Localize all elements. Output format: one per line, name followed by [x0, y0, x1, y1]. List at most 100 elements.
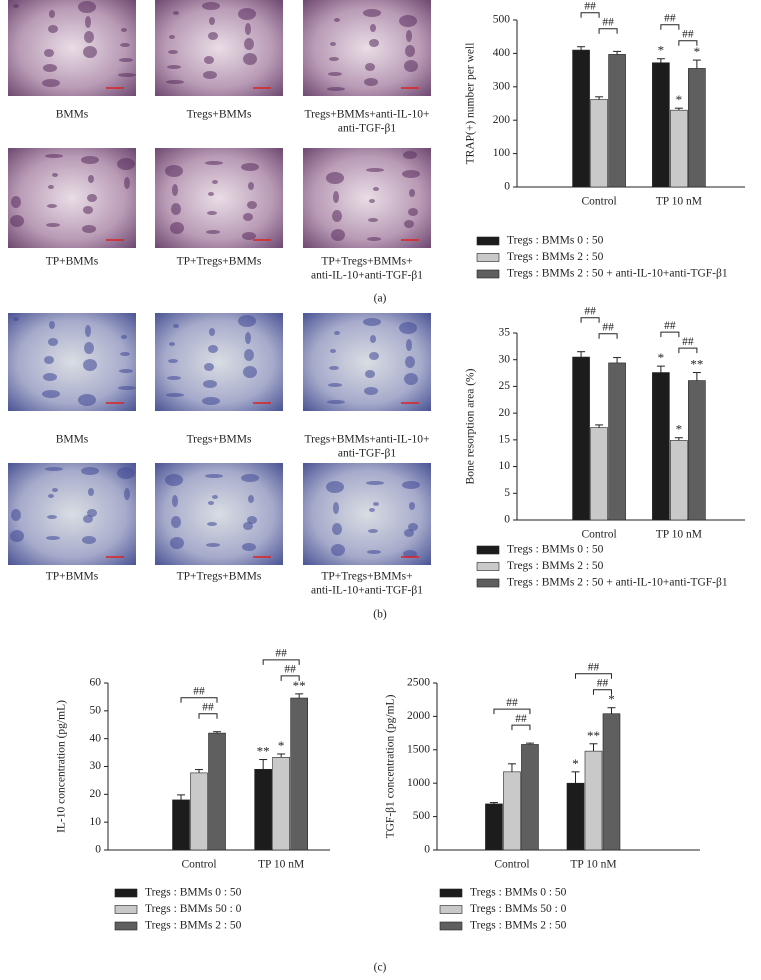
- y-tick-label: 100: [493, 147, 511, 159]
- legend-label: Tregs : BMMs 2 : 50 + anti-IL-10+anti-TG…: [507, 268, 728, 280]
- significance-mark: *: [658, 43, 665, 58]
- x-tick-label: TP 10 nM: [656, 529, 702, 541]
- bracket-label: ##: [193, 685, 205, 697]
- cell: [170, 222, 184, 234]
- cell: [172, 184, 178, 196]
- cell: [242, 232, 256, 240]
- cell: [330, 42, 336, 46]
- image-caption: anti-IL-10+anti-TGF-β1: [311, 270, 423, 282]
- legend-label: Tregs : BMMs 50 : 0: [145, 903, 242, 915]
- significance-bracket: [580, 317, 600, 323]
- image-caption: Tregs+BMMs+anti-IL-10+: [304, 434, 429, 446]
- cell: [169, 342, 175, 346]
- bar: [566, 782, 585, 851]
- legend-swatch: [114, 905, 138, 914]
- cell: [241, 163, 259, 171]
- bar: [572, 49, 590, 188]
- legend-label: Tregs : BMMs 0 : 50: [507, 544, 604, 556]
- cell: [124, 177, 130, 189]
- y-axis-title: IL-10 concentration (pg/mL): [56, 700, 68, 833]
- cell: [121, 28, 127, 32]
- bracket-label: ##: [664, 320, 676, 332]
- panel-label: (a): [374, 293, 387, 305]
- cell: [84, 31, 94, 43]
- y-tick-label: 40: [90, 732, 102, 744]
- cell: [247, 201, 257, 209]
- cell: [406, 339, 412, 351]
- cell: [243, 53, 257, 65]
- cell: [243, 366, 257, 378]
- y-tick-label: 1500: [407, 743, 430, 755]
- cell: [82, 536, 96, 544]
- cell: [171, 203, 181, 215]
- cell: [363, 9, 381, 17]
- image-caption: BMMs: [56, 434, 89, 446]
- cell: [203, 380, 217, 388]
- cell: [120, 43, 130, 47]
- cell: [42, 390, 60, 398]
- cell: [205, 474, 223, 478]
- cell: [370, 24, 376, 32]
- cell: [244, 38, 254, 50]
- significance-bracket: [511, 724, 531, 731]
- cell: [209, 328, 215, 336]
- y-tick-label: 25: [499, 380, 511, 392]
- cell: [327, 400, 345, 404]
- significance-bracket: [660, 331, 680, 338]
- legend-swatch: [476, 269, 500, 279]
- bar: [608, 54, 626, 188]
- bracket-label: ##: [584, 305, 596, 317]
- cell: [49, 321, 55, 329]
- cell: [369, 199, 375, 203]
- cell: [206, 230, 220, 234]
- cell: [373, 187, 379, 191]
- cell: [205, 161, 223, 165]
- cell: [365, 63, 375, 71]
- cell: [83, 359, 97, 371]
- cell: [332, 210, 342, 222]
- cell: [208, 192, 214, 196]
- significance-bracket: [678, 40, 698, 46]
- cell: [168, 359, 178, 363]
- cell: [48, 338, 58, 346]
- cell: [169, 35, 175, 39]
- cell: [399, 322, 417, 334]
- bar: [272, 757, 290, 851]
- y-tick-label: 5: [504, 487, 510, 499]
- legend-swatch: [476, 578, 500, 588]
- legend-swatch: [439, 905, 463, 914]
- x-tick-label: Control: [494, 859, 529, 871]
- bar: [602, 713, 621, 851]
- cell: [329, 57, 339, 61]
- cell: [45, 467, 63, 471]
- significance-bracket: [262, 659, 300, 665]
- image-caption: TP+Tregs+BMMs+: [321, 571, 412, 583]
- cell: [48, 185, 54, 189]
- bracket-label: ##: [682, 28, 694, 40]
- cell: [121, 335, 127, 339]
- cell: [207, 522, 217, 526]
- significance-bracket: [678, 347, 698, 354]
- cell: [202, 2, 220, 10]
- legend-swatch: [439, 921, 463, 931]
- bracket-label: ##: [515, 713, 527, 725]
- cell: [45, 154, 63, 158]
- cell: [366, 481, 384, 485]
- legend-label: Tregs : BMMs 0 : 50: [145, 887, 242, 899]
- y-tick-label: 30: [499, 353, 511, 365]
- cell: [167, 376, 181, 380]
- y-axis-title: TRAP(+) number per well: [465, 43, 477, 165]
- cell: [208, 345, 218, 353]
- bar: [670, 109, 688, 188]
- cell: [172, 495, 178, 507]
- y-tick-label: 2500: [407, 677, 430, 689]
- cell: [47, 204, 57, 208]
- cell: [43, 64, 57, 72]
- x-tick-label: TP 10 nM: [258, 859, 304, 871]
- legend-swatch: [439, 888, 463, 898]
- y-tick-label: 0: [95, 844, 101, 856]
- cell: [334, 18, 340, 22]
- cell: [202, 397, 220, 405]
- cell: [238, 8, 256, 20]
- cell: [46, 223, 60, 227]
